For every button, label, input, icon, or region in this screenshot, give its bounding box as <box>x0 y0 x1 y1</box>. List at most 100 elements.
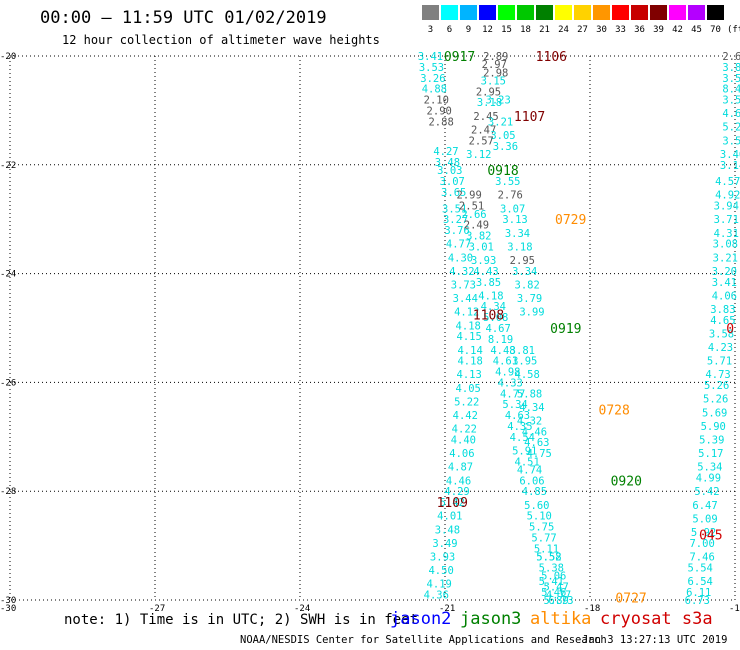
color-swatch <box>669 5 686 20</box>
wave-height-value: 4.92 <box>715 190 740 202</box>
wave-height-value: 6.11 <box>686 587 711 599</box>
map-title: 00:00 — 11:59 UTC 01/02/2019 <box>40 8 327 28</box>
wave-height-value: 2.10 <box>424 95 449 107</box>
color-swatch-label: 24 <box>558 25 569 35</box>
wave-height-value: 5.77 <box>531 532 556 544</box>
wave-height-value: 4.75 <box>527 448 552 460</box>
wave-height-value: 5.92 <box>691 527 716 539</box>
wave-height-value: 3.58 <box>709 328 734 340</box>
wave-height-value: 5.41 <box>539 576 564 588</box>
wave-height-value: 4.63 <box>524 437 549 449</box>
wave-height-value: 5.52 <box>536 551 561 563</box>
wave-height-value: 3.34 <box>512 266 537 278</box>
wave-height-value: 8.19 <box>488 334 513 346</box>
wave-height-value: 4.65 <box>722 108 740 120</box>
wave-height-value: 3.41 <box>712 277 737 289</box>
color-swatch-label: 45 <box>691 25 702 35</box>
color-swatch <box>441 5 458 20</box>
color-swatch-label: 33 <box>615 25 626 35</box>
wave-height-value: 3.23 <box>486 95 511 107</box>
wave-height-value: 4.48 <box>490 345 515 357</box>
wave-height-value: 3.73 <box>451 279 476 291</box>
pass-time-label: 1107 <box>514 110 545 125</box>
satellite-legend-item: jason3 <box>460 609 522 629</box>
pass-time-label: 1108 <box>473 308 504 323</box>
wave-height-value: 4.99 <box>696 473 721 485</box>
wave-height-value: 4.06 <box>449 448 474 460</box>
wave-height-value: 4.34 <box>519 402 544 414</box>
wave-height-value: 3.13 <box>502 214 527 226</box>
color-swatch <box>631 5 648 20</box>
y-tick-label: -22 <box>0 161 16 171</box>
wave-height-value: 4.42 <box>453 410 478 422</box>
wave-height-value: 4.32 <box>449 266 474 278</box>
wave-height-value: 5.22 <box>454 396 479 408</box>
color-swatch <box>517 5 534 20</box>
wave-height-value: 4.19 <box>427 579 452 591</box>
wave-height-value: 2.49 <box>464 220 489 232</box>
y-tick-label: -24 <box>0 270 16 280</box>
color-swatch <box>422 5 439 20</box>
pass-time-label: 0728 <box>599 404 630 419</box>
wave-height-value: 5.89 <box>544 595 569 607</box>
wave-height-value: 4.73 <box>705 369 730 381</box>
pass-time-label: 1109 <box>437 496 468 511</box>
wave-height-value: 5.26 <box>703 394 728 406</box>
x-tick-label: -15 <box>729 604 740 614</box>
wave-height-value: 2.95 <box>476 86 501 98</box>
wave-height-value: 4.05 <box>456 383 481 395</box>
y-tick-label: -26 <box>0 378 16 388</box>
color-swatch-label: 6 <box>446 25 453 35</box>
wave-height-value: 5.42 <box>694 486 719 498</box>
wave-height-value: 4.98 <box>495 367 520 379</box>
color-swatch <box>593 5 610 20</box>
color-swatch-label: 30 <box>596 25 607 35</box>
x-tick-label: -24 <box>294 604 310 614</box>
wave-height-value: 2.51 <box>459 201 484 213</box>
color-swatch <box>688 5 705 20</box>
color-swatch-label: 3 <box>427 25 434 35</box>
color-swatch <box>536 5 553 20</box>
color-swatch <box>498 5 515 20</box>
wave-height-value: 3.49 <box>432 538 457 550</box>
wave-height-value: 3.03 <box>437 165 462 177</box>
wave-height-value: 3.26 <box>420 73 445 85</box>
wave-height-value: 4.57 <box>715 176 740 188</box>
y-tick-label: -30 <box>0 596 16 606</box>
wave-height-value: 3.12 <box>466 149 491 161</box>
wave-height-value: 3.51 <box>442 203 467 215</box>
wave-height-value: 5.10 <box>527 511 552 523</box>
pass-labels: 0917 1106 1107 0918 0729 1108 0919 0728 0920 1109… <box>437 50 734 606</box>
wave-height-value: 4.50 <box>428 565 453 577</box>
wave-height-value: 4.40 <box>451 435 476 447</box>
wave-height-value: 6.06 <box>519 475 544 487</box>
wave-height-value: 3.08 <box>713 239 738 251</box>
wave-height-value: 4.77 <box>446 239 471 251</box>
color-swatch-label: 39 <box>653 25 664 35</box>
wave-height-value: 3.82 <box>466 231 491 243</box>
color-swatch-label: 70 <box>710 25 721 35</box>
color-swatch-label: 12 <box>482 25 493 35</box>
wave-height-value: 4.65 <box>710 315 735 327</box>
wave-height-value: 7.46 <box>689 551 714 563</box>
pass-time-label: 0727 <box>615 591 646 606</box>
wave-height-value: 2.89 <box>483 51 508 63</box>
wave-height-value: 5.17 <box>698 448 723 460</box>
wave-height-value: 4.67 <box>486 323 511 335</box>
wave-height-value: 5.34 <box>502 399 527 411</box>
footer-note: note: 1) Time is in UTC; 2) SWH is in fe… <box>64 612 419 628</box>
wave-height-value: 4.77 <box>546 590 571 602</box>
wave-height-value: 3.51 <box>722 95 740 107</box>
wave-height-value: 4.46 <box>446 475 471 487</box>
color-scale-unit: (ft) <box>727 25 740 35</box>
wave-height-value: 4.35 <box>507 421 532 433</box>
wave-height-value: 4.87 <box>448 462 473 474</box>
wave-height-value: 5.58 <box>536 551 561 563</box>
wave-height-value: 5.46 <box>541 587 566 599</box>
wave-height-value: 5.47 <box>544 581 569 593</box>
wave-height-value: 3.53 <box>419 62 444 74</box>
wave-height-value: 3.05 <box>490 130 515 142</box>
wave-height-value: 4.01 <box>437 511 462 523</box>
wave-height-value: 4.32 <box>517 415 542 427</box>
wave-height-value: 4.15 <box>457 331 482 343</box>
